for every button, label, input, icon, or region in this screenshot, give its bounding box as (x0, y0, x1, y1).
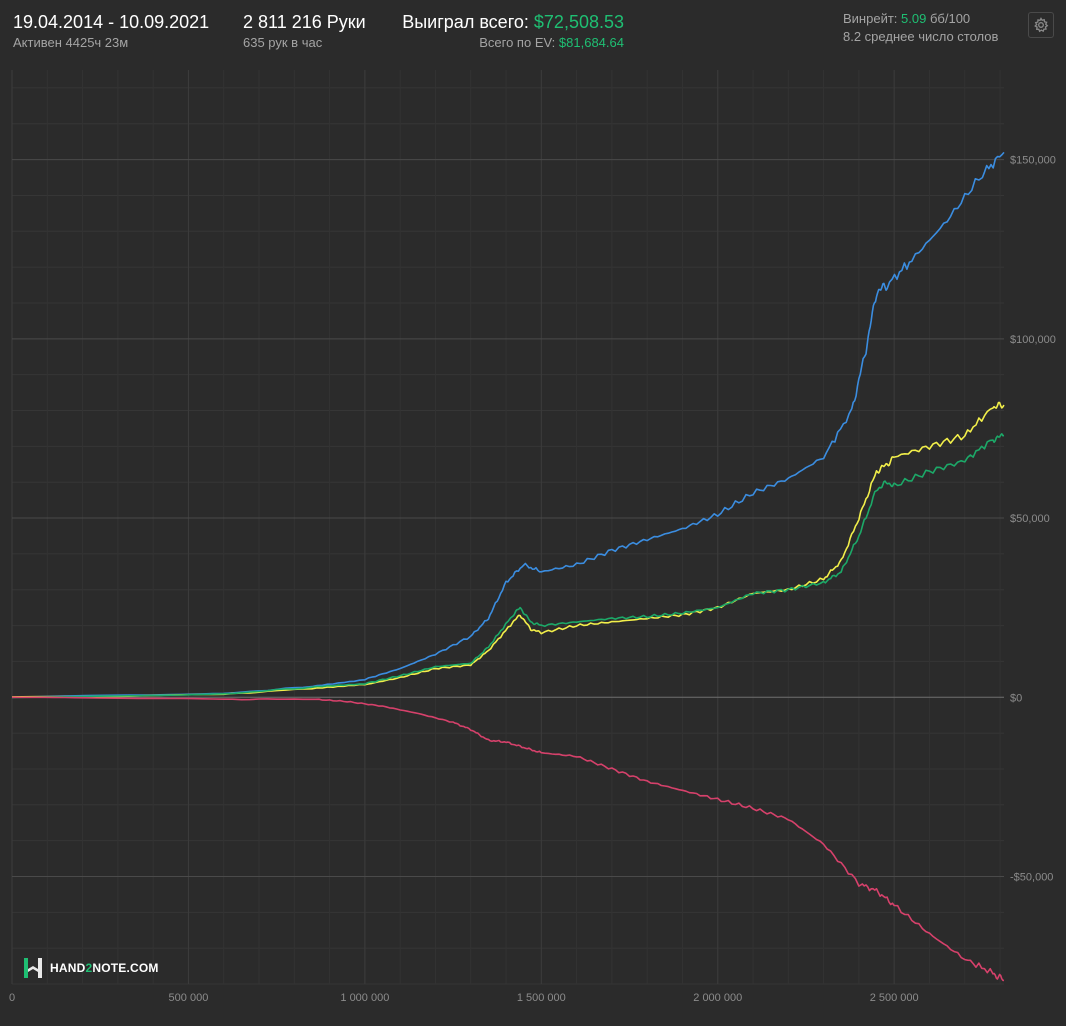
settings-button[interactable] (1028, 12, 1054, 38)
logo-text: HAND2NOTE.COM (50, 961, 159, 975)
hand2note-logo-icon (24, 958, 42, 978)
winnings-block: Выиграл всего: $72,508.53 Всего по EV: $… (400, 10, 624, 52)
winrate-block: Винрейт: 5.09 бб/100 8.2 среднее число с… (843, 10, 998, 46)
logo-prefix: HAND (50, 961, 86, 975)
chart-series (11, 151, 1005, 982)
x-tick-label: 500 000 (169, 992, 209, 1004)
ev-total: Всего по EV: $81,684.64 (400, 34, 624, 52)
series-line-0 (11, 151, 1005, 699)
winrate-unit: бб/100 (929, 11, 971, 26)
active-time: Активен 4425ч 23м (13, 35, 129, 50)
series-line-3 (12, 696, 1005, 982)
y-tick-label: $50,000 (1010, 513, 1050, 525)
winrate-value: 5.09 (901, 11, 927, 26)
winrate-label: Винрейт: (843, 11, 898, 26)
chart-grid (11, 70, 1004, 985)
logo-suffix: NOTE.COM (92, 961, 159, 975)
x-tick-label: 1 500 000 (517, 992, 566, 1004)
gear-icon (1034, 17, 1049, 33)
winrate: Винрейт: 5.09 бб/100 (843, 10, 998, 28)
date-range: 19.04.2014 - 10.09.2021 (13, 12, 210, 32)
x-tick-label: 1 000 000 (340, 992, 389, 1004)
x-tick-label: 0 (9, 992, 15, 1004)
ev-label: Всего по EV: (479, 35, 556, 50)
won-label: Выиграл всего: (402, 12, 529, 32)
hands-count: 2 811 216 Руки (243, 12, 366, 32)
avg-tables: 8.2 среднее число столов (843, 29, 999, 44)
series-line-2 (11, 433, 1005, 699)
won-value: $72,508.53 (533, 12, 624, 32)
hand2note-logo: HAND2NOTE.COM (22, 956, 159, 980)
date-block: 19.04.2014 - 10.09.2021 Активен 4425ч 23… (13, 10, 209, 52)
y-tick-label: $0 (1010, 692, 1022, 704)
won-total: Выиграл всего: $72,508.53 (400, 10, 624, 34)
x-tick-label: 2 000 000 (693, 992, 742, 1004)
series-line-1 (11, 401, 1005, 698)
hands-per-hour: 635 рук в час (243, 35, 323, 50)
plot-area (12, 70, 1004, 984)
y-tick-label: -$50,000 (1010, 871, 1053, 883)
logo-two: 2 (85, 961, 93, 975)
chart-axes: $150,000 $100,000 $50,000 $0 -$50,000 0 500 00… (9, 155, 1056, 1004)
y-tick-label: $150,000 (1010, 155, 1056, 167)
ev-value: $81,684.64 (558, 35, 624, 50)
x-tick-label: 2 500 000 (870, 992, 919, 1004)
y-tick-label: $100,000 (1010, 334, 1056, 346)
hands-block: 2 811 216 Руки 635 рук в час (243, 10, 366, 52)
stats-header: 19.04.2014 - 10.09.2021 Активен 4425ч 23… (0, 0, 1066, 62)
